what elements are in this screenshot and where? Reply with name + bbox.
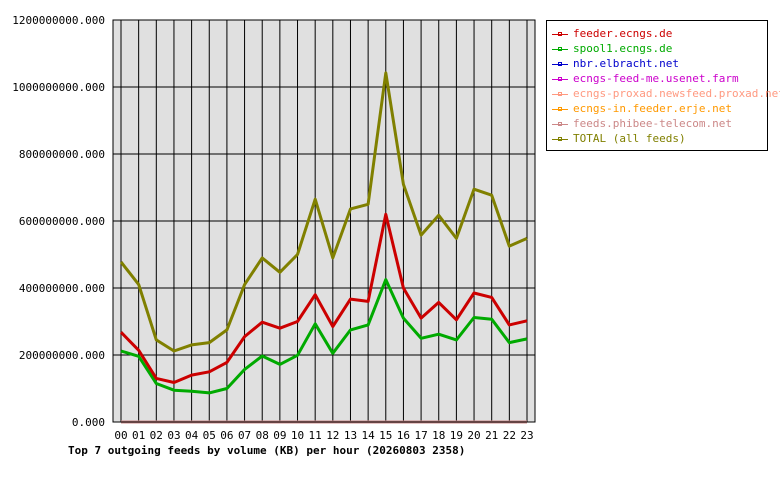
x-tick-label: 14 xyxy=(362,429,376,442)
legend-label: ecngs-feed-me.usenet.farm xyxy=(573,72,739,85)
legend-item: ecngs-feed-me.usenet.farm xyxy=(551,71,739,86)
legend-label: ecngs-proxad.newsfeed.proxad.net xyxy=(573,87,780,100)
legend-label: ecngs-in.feeder.erje.net xyxy=(573,102,732,115)
legend-swatch-icon xyxy=(551,74,569,84)
x-tick-label: 18 xyxy=(432,429,445,442)
legend-label: nbr.elbracht.net xyxy=(573,57,679,70)
x-tick-label: 10 xyxy=(291,429,304,442)
legend: feeder.ecngs.de spool1.ecngs.de nbr.elbrac… xyxy=(546,20,780,151)
x-tick-label: 13 xyxy=(344,429,357,442)
x-tick-label: 01 xyxy=(132,429,145,442)
x-tick-label: 02 xyxy=(150,429,163,442)
legend-item: ecngs-proxad.newsfeed.proxad.net xyxy=(551,86,780,101)
y-tick-label: 200000000.000 xyxy=(19,349,105,362)
x-tick-label: 08 xyxy=(256,429,269,442)
x-tick-label: 11 xyxy=(309,429,322,442)
x-tick-label: 21 xyxy=(485,429,498,442)
x-tick-label: 04 xyxy=(185,429,199,442)
x-tick-label: 03 xyxy=(167,429,180,442)
y-tick-label: 600000000.000 xyxy=(19,215,105,228)
series-line xyxy=(120,278,528,395)
y-tick-label: 1200000000.000 xyxy=(12,14,105,27)
legend-swatch-icon xyxy=(551,29,569,39)
x-tick-label: 05 xyxy=(203,429,216,442)
x-tick-label: 12 xyxy=(326,429,339,442)
y-tick-label: 1000000000.000 xyxy=(12,81,105,94)
legend-swatch-icon xyxy=(551,59,569,69)
legend-item: feeder.ecngs.de xyxy=(551,26,672,41)
legend-item: nbr.elbracht.net xyxy=(551,56,679,71)
y-tick-label: 400000000.000 xyxy=(19,282,105,295)
x-tick-label: 00 xyxy=(114,429,127,442)
legend-swatch-icon xyxy=(551,134,569,144)
x-tick-label: 17 xyxy=(414,429,427,442)
legend-item: feeds.phibee-telecom.net xyxy=(551,116,732,131)
legend-swatch-icon xyxy=(551,44,569,54)
x-tick-label: 15 xyxy=(379,429,392,442)
legend-swatch-icon xyxy=(551,89,569,99)
legend-item: ecngs-in.feeder.erje.net xyxy=(551,101,732,116)
y-tick-labels: 0.000 200000000.000 400000000.000 600000000… xyxy=(12,14,105,429)
plot-border xyxy=(112,19,536,423)
legend-item: spool1.ecngs.de xyxy=(551,41,672,56)
x-tick-label: 09 xyxy=(273,429,286,442)
x-tick-label: 19 xyxy=(450,429,463,442)
legend-label: TOTAL (all feeds) xyxy=(573,132,686,145)
legend-label: feeds.phibee-telecom.net xyxy=(573,117,732,130)
series-line xyxy=(119,212,528,384)
y-tick-label: 800000000.000 xyxy=(19,148,105,161)
legend-label: spool1.ecngs.de xyxy=(573,42,673,55)
x-tick-label: 20 xyxy=(467,429,480,442)
x-tick-label: 06 xyxy=(220,429,233,442)
x-tick-label: 07 xyxy=(238,429,251,442)
x-tick-label: 22 xyxy=(503,429,516,442)
x-tick-labels: 00 01 02 03 04 05 06 07 08 09 10 11 12 13 14 15 16 17 18 19… xyxy=(114,429,533,442)
legend-label: feeder.ecngs.de xyxy=(573,27,673,40)
legend-swatch-icon xyxy=(551,119,569,129)
chart-title: Top 7 outgoing feeds by volume (KB) per … xyxy=(68,444,466,457)
y-tick-label: 0.000 xyxy=(72,416,105,429)
grid-lines xyxy=(113,19,535,423)
x-tick-label: 23 xyxy=(520,429,533,442)
legend-swatch-icon xyxy=(551,104,569,114)
x-tick-label: 16 xyxy=(397,429,410,442)
series-line xyxy=(119,71,528,353)
legend-item: TOTAL (all feeds) xyxy=(551,131,686,146)
